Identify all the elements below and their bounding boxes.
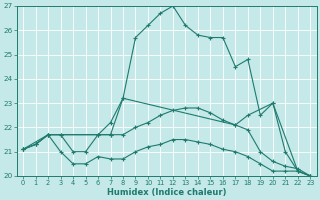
X-axis label: Humidex (Indice chaleur): Humidex (Indice chaleur) [107,188,227,197]
